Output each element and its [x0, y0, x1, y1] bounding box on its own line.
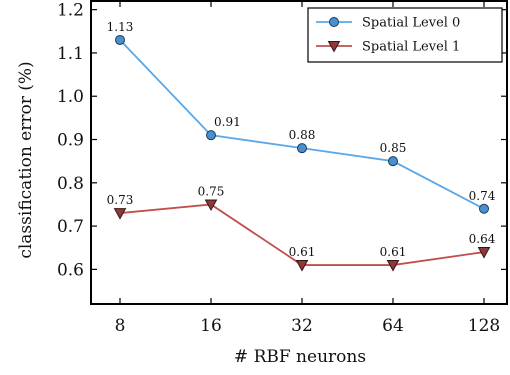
data-point [206, 130, 216, 141]
x-tick-label: 128 [468, 316, 500, 336]
data-label: 0.61 [380, 245, 407, 259]
data-point [113, 208, 127, 220]
data-label: 0.88 [289, 128, 316, 142]
y-tick-label: 1.2 [57, 1, 84, 21]
legend: Spatial Level 0 Spatial Level 1 [307, 7, 503, 63]
series-0: 1.13 0.91 0.88 0.85 0.74 [107, 20, 496, 214]
x-tick-label: 16 [200, 316, 222, 336]
data-point [115, 34, 125, 45]
data-label: 0.73 [107, 193, 134, 207]
x-axis-label: # RBF neurons [234, 347, 366, 367]
data-point [479, 203, 489, 214]
series-1: 0.73 0.75 0.61 0.61 0.64 [107, 184, 496, 272]
y-tick-label: 0.8 [57, 174, 84, 194]
legend-marker [329, 17, 339, 27]
data-point [295, 260, 309, 272]
data-label: 0.75 [198, 184, 225, 198]
data-point [204, 199, 218, 211]
data-label: 1.13 [107, 20, 134, 34]
y-axis: 0.6 0.7 0.8 0.9 1.0 1.1 1.2 [57, 1, 507, 280]
y-tick-label: 0.9 [57, 131, 84, 151]
legend-box [307, 7, 503, 63]
data-label: 0.74 [469, 189, 496, 203]
y-tick-label: 0.6 [57, 260, 84, 280]
data-label: 0.91 [214, 115, 241, 129]
data-point [477, 247, 491, 259]
x-tick-label: 64 [382, 316, 404, 336]
y-tick-label: 1.1 [57, 44, 84, 64]
data-point [388, 156, 398, 167]
legend-label: Spatial Level 0 [362, 16, 460, 31]
series-group: 1.13 0.91 0.88 0.85 0.74 0.73 0.75 0.61 0.61 0.64 [107, 20, 496, 272]
plot-frame [90, 0, 508, 305]
data-label: 0.64 [469, 232, 496, 246]
x-tick-label: 8 [115, 316, 126, 336]
data-label: 0.85 [380, 141, 407, 155]
y-tick-label: 1.0 [57, 87, 84, 107]
x-axis: 8 16 32 64 128 [115, 1, 500, 336]
data-point [297, 143, 307, 154]
series-line [119, 39, 485, 210]
y-axis-label: classification error (%) [16, 61, 36, 258]
y-tick-label: 0.7 [57, 217, 84, 237]
x-tick-label: 32 [291, 316, 313, 336]
data-point [386, 260, 400, 272]
legend-label: Spatial Level 1 [362, 40, 460, 55]
data-label: 0.61 [289, 245, 316, 259]
legend-marker [327, 41, 341, 53]
